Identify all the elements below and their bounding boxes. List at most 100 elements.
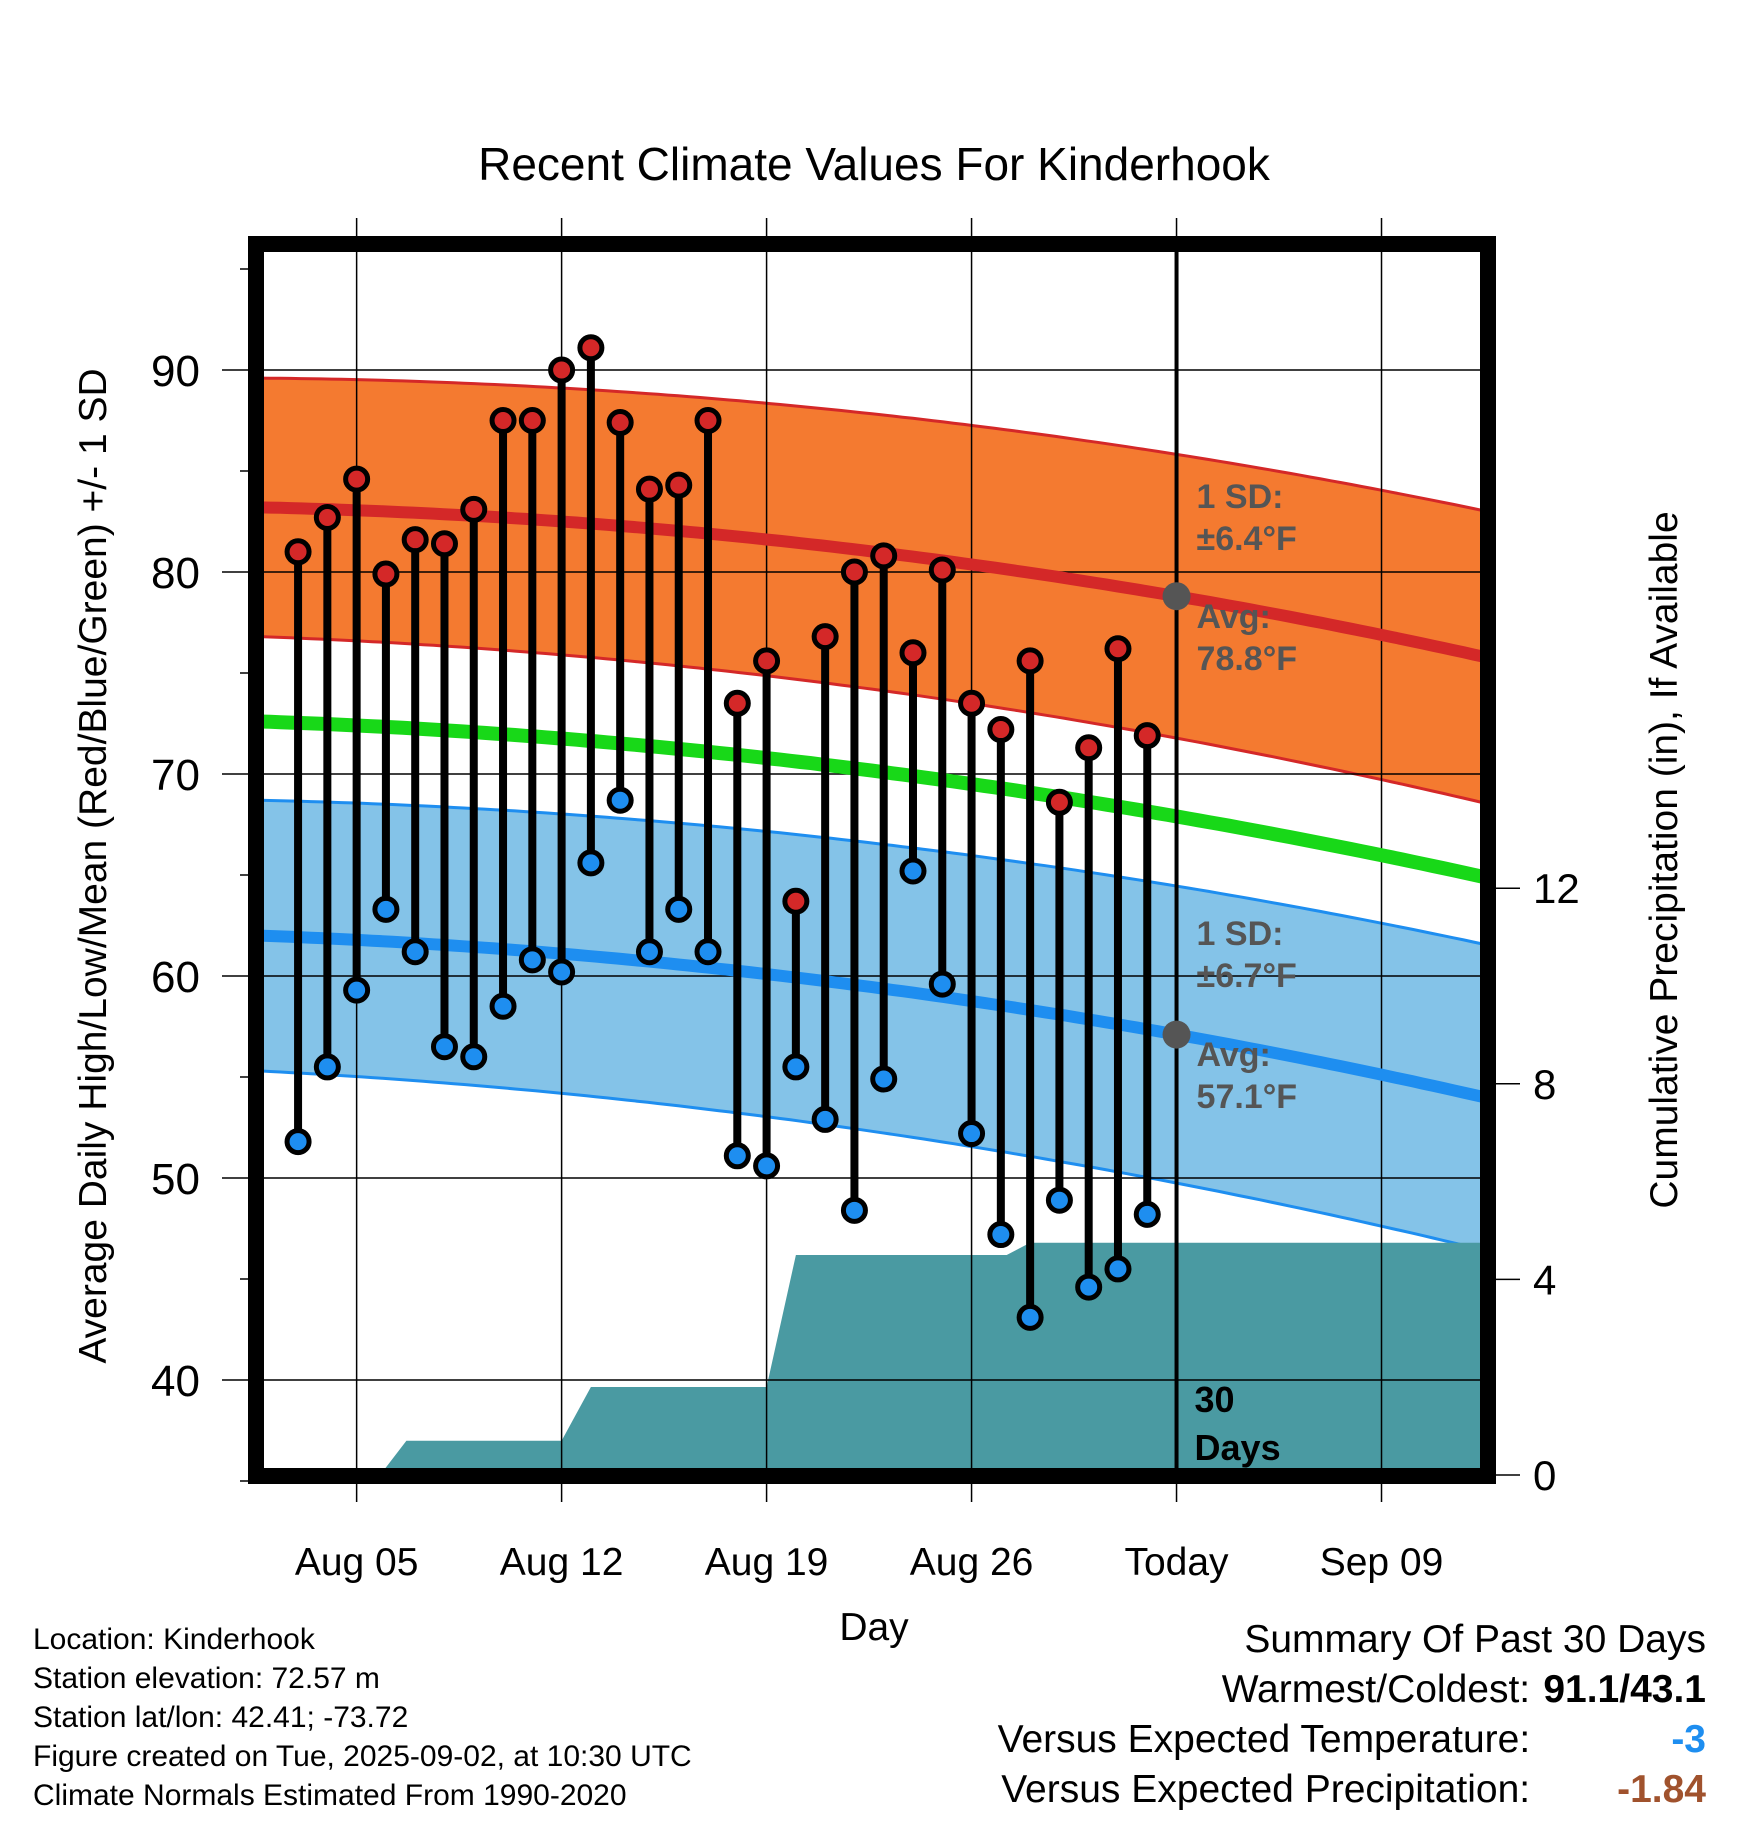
today-high-avg-point (1162, 582, 1191, 611)
daily-low-point (811, 1105, 839, 1133)
high-avg-value: 78.8°F (1197, 640, 1298, 678)
normal-mean-line (260, 714, 1484, 884)
summary-warm-cold: Warmest/Coldest: 91.1/43.1 (998, 1665, 1706, 1715)
precip-vs-expected-label: Versus Expected Precipitation: (1001, 1768, 1531, 1811)
daily-low-point (782, 1053, 810, 1081)
daily-low-point (518, 946, 546, 974)
low-avg-value: 57.1°F (1197, 1078, 1298, 1116)
daily-high-point (899, 639, 927, 667)
daily-high-point (723, 689, 751, 717)
daily-low-point (899, 857, 927, 885)
y2-tick-label: 4 (1533, 1256, 1556, 1303)
summary-panel: Summary Of Past 30 Days Warmest/Coldest:… (998, 1615, 1706, 1815)
daily-high-point (489, 407, 517, 434)
daily-low-point (987, 1221, 1015, 1249)
low-sd-value: ±6.7°F (1197, 957, 1297, 995)
daily-high-point (284, 538, 312, 566)
daily-low-point (401, 938, 429, 966)
normal-high-upper-edge (260, 376, 1484, 513)
daily-low-point (1104, 1255, 1132, 1283)
temp-vs-expected-value: -3 (1671, 1718, 1706, 1761)
x-tick-label: Aug 19 (705, 1541, 829, 1584)
y-tick-label: 70 (151, 751, 200, 800)
daily-low-point (1075, 1273, 1103, 1301)
daily-low-point (928, 970, 956, 998)
daily-low-point (460, 1043, 488, 1071)
low-sd-label: 1 SD: (1197, 915, 1284, 953)
y-axis-label: Average Daily High/Low/Mean (Red/Blue/Gr… (72, 368, 115, 1363)
y-tick-label: 40 (151, 1357, 200, 1406)
x-tick-label: Today (1124, 1541, 1229, 1584)
precip-area (382, 1242, 1484, 1472)
daily-high-point (665, 471, 693, 499)
y-tick-label: 90 (151, 347, 200, 396)
y-tick-label: 80 (151, 549, 200, 598)
x-tick-label: Sep 09 (1320, 1541, 1444, 1584)
daily-high-point (870, 542, 898, 570)
normal-high-lower-edge (260, 635, 1484, 805)
daily-high-point (518, 407, 546, 434)
daily-high-point (372, 560, 400, 588)
daily-low-point (548, 958, 576, 986)
daily-high-point (401, 526, 429, 554)
chart-title: Recent Climate Values For Kinderhook (478, 138, 1271, 190)
daily-high-point (577, 334, 605, 362)
daily-low-point (606, 786, 634, 814)
daily-high-point (548, 356, 576, 384)
daily-high-point (753, 647, 781, 675)
days-count-word: Days (1195, 1427, 1281, 1468)
daily-high-point (1045, 788, 1073, 816)
high-avg-label: Avg: (1197, 598, 1271, 636)
daily-low-point (1045, 1186, 1073, 1214)
daily-high-point (460, 495, 488, 523)
daily-low-point (1133, 1200, 1161, 1228)
daily-low-point (284, 1128, 312, 1156)
daily-high-point (811, 623, 839, 651)
daily-low-point (958, 1120, 986, 1148)
daily-high-point (430, 530, 458, 558)
daily-low-point (723, 1142, 751, 1170)
daily-high-point (987, 716, 1015, 744)
daily-low-point (313, 1053, 341, 1081)
precip-vs-expected-value: -1.84 (1617, 1768, 1706, 1811)
y2-axis-label: Cumulative Precipitation (in), If Availa… (1643, 511, 1686, 1208)
y2-tick-label: 12 (1533, 865, 1580, 912)
daily-low-point (372, 895, 400, 923)
warm-cold-label: Warmest/Coldest: (1221, 1668, 1531, 1711)
created-text: Figure created on Tue, 2025-09-02, at 10… (33, 1740, 692, 1773)
daily-high-point (343, 465, 371, 493)
daily-low-point (665, 895, 693, 923)
x-tick-label: Aug 05 (295, 1541, 419, 1584)
daily-high-point (606, 409, 634, 437)
warm-cold-value: 91.1/43.1 (1543, 1668, 1706, 1711)
y-tick-label: 50 (151, 1155, 200, 1204)
daily-high-point (928, 556, 956, 584)
daily-low-point (430, 1033, 458, 1061)
normals-text: Climate Normals Estimated From 1990-2020 (33, 1779, 627, 1812)
daily-low-point (489, 992, 517, 1020)
location-text: Location: Kinderhook (33, 1623, 315, 1656)
daily-high-point (958, 689, 986, 717)
temp-vs-expected-label: Versus Expected Temperature: (997, 1718, 1531, 1761)
high-sd-label: 1 SD: (1197, 478, 1284, 516)
station-metadata: Location: Kinderhook Station elevation: … (33, 1620, 692, 1815)
daily-high-point (1133, 722, 1161, 750)
x-tick-label: Aug 12 (500, 1541, 624, 1584)
normal-low-lower-edge (260, 1069, 1484, 1252)
plot-area (260, 248, 1484, 1472)
daily-high-point (635, 475, 663, 503)
daily-high-point (1104, 635, 1132, 663)
daily-low-point (635, 938, 663, 966)
daily-low-point (753, 1152, 781, 1180)
daily-high-point (782, 887, 810, 915)
daily-high-point (1016, 647, 1044, 675)
daily-low-point (694, 938, 722, 966)
days-count-number: 30 (1195, 1379, 1235, 1420)
daily-high-point (313, 503, 341, 531)
summary-temp: Versus Expected Temperature: -3 (998, 1715, 1706, 1765)
daily-low-point (870, 1065, 898, 1093)
y2-tick-label: 0 (1533, 1452, 1556, 1499)
daily-low-point (577, 849, 605, 877)
daily-high-point (694, 407, 722, 434)
